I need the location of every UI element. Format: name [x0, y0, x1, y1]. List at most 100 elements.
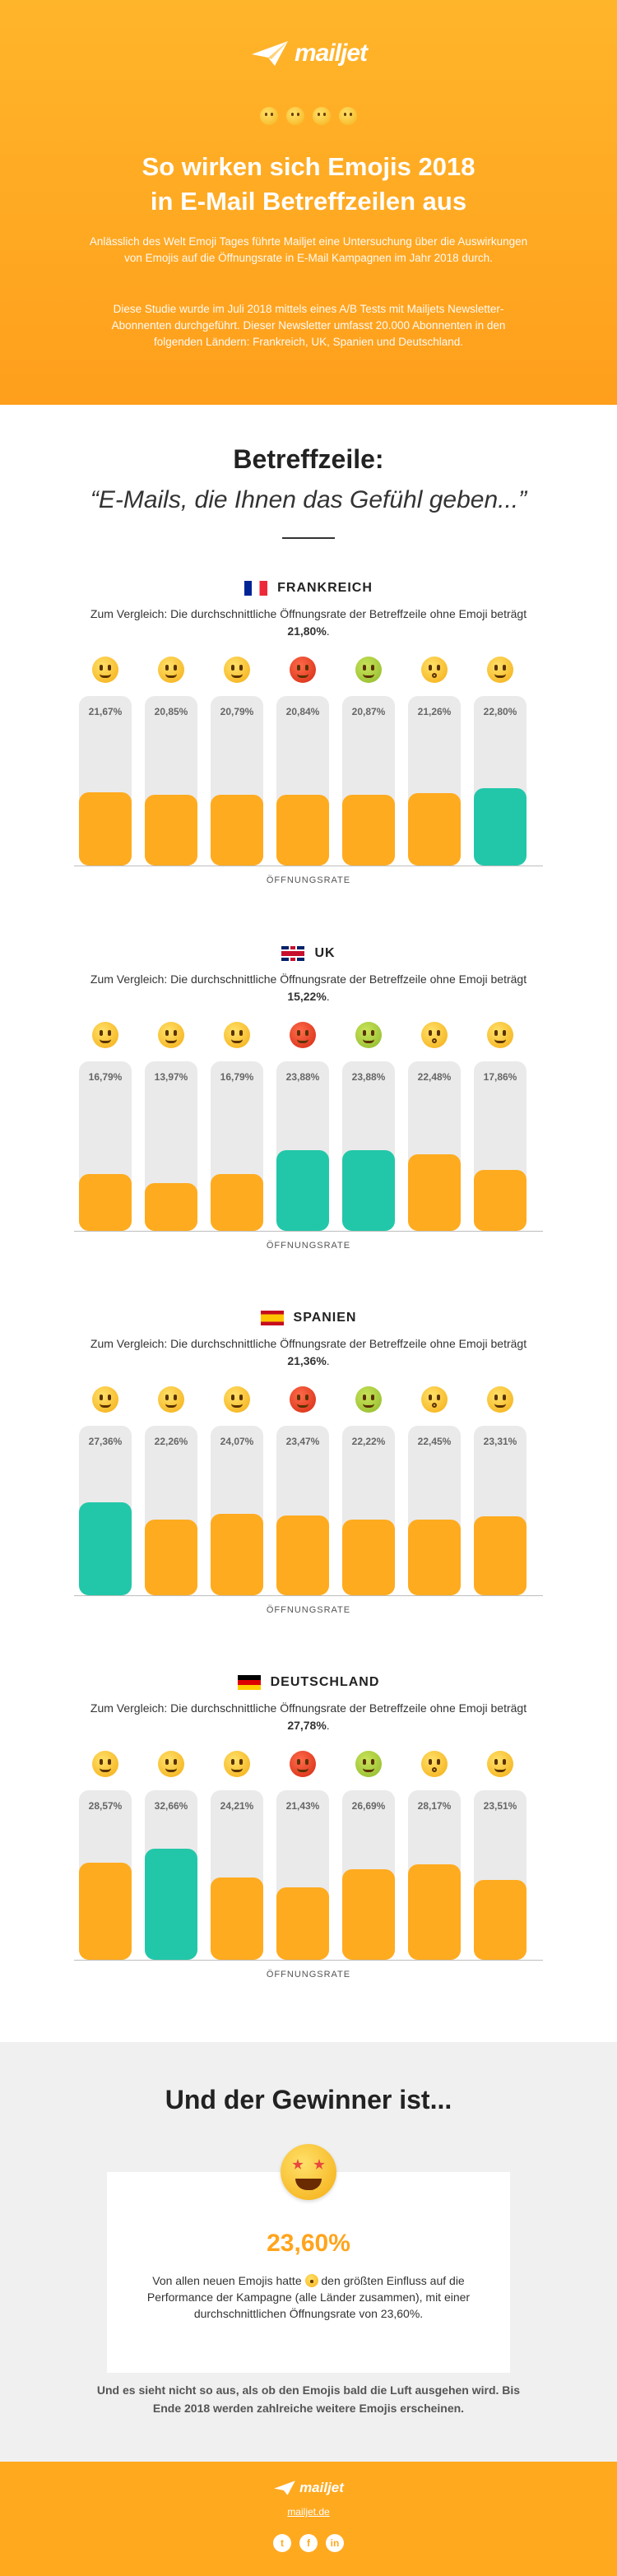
- bar-value-label: 27,36%: [88, 1436, 123, 1447]
- bar-value-label: 16,79%: [220, 1071, 254, 1083]
- monocle-face-icon: [487, 1751, 513, 1777]
- comparison-text: Zum Vergleich: Die durchschnittliche Öff…: [90, 607, 527, 638]
- flag-icon: [260, 1311, 284, 1325]
- mailjet-logo[interactable]: mailjet: [0, 39, 617, 67]
- bar-fill: [145, 1183, 197, 1231]
- bar-fill: [79, 792, 132, 866]
- shushing-face-icon: [421, 1022, 448, 1048]
- bar-fill: [276, 795, 329, 866]
- cursing-face-icon: [290, 1751, 316, 1777]
- winner-section: Und der Gewinner ist... 23,60% Von allen…: [0, 2042, 617, 2462]
- bar-value-label: 22,45%: [417, 1436, 452, 1447]
- footer-logo-text: mailjet: [299, 2480, 344, 2495]
- vomiting-face-icon: [355, 1751, 382, 1777]
- bar-value-label: 16,79%: [88, 1071, 123, 1083]
- shushing-face-icon: [421, 657, 448, 683]
- divider: [282, 537, 335, 539]
- country-header: DEUTSCHLAND: [0, 1675, 617, 1690]
- comparison-text: Zum Vergleich: Die durchschnittliche Öff…: [90, 1337, 527, 1367]
- axis-line: [74, 1595, 543, 1596]
- winner-text: Von allen neuen Emojis hatte den größten…: [144, 2272, 473, 2322]
- bar-value-label: 20,79%: [220, 706, 254, 717]
- cursing-face-icon: [290, 657, 316, 683]
- winner-text-after: den größten Einfluss auf die Performance…: [146, 2274, 471, 2320]
- bar-track: 21,67%: [79, 696, 132, 866]
- bar-track: 20,84%: [276, 696, 329, 866]
- star-struck-face-icon: [304, 2274, 318, 2287]
- bar-fill: [342, 795, 395, 866]
- monocle-face-icon: [487, 657, 513, 683]
- country-name: UK: [314, 946, 336, 960]
- flag-icon: [237, 1675, 261, 1690]
- bar-fill: [276, 1887, 329, 1960]
- monocle-face-icon: [487, 1022, 513, 1048]
- bar-fill: [79, 1174, 132, 1231]
- country-header: FRANKREICH: [0, 581, 617, 596]
- bar-track: 17,86%: [474, 1061, 527, 1231]
- star-struck-face-icon: [92, 1022, 118, 1048]
- country-name: SPANIEN: [293, 1311, 357, 1325]
- bar-track: 32,66%: [145, 1790, 197, 1960]
- title-line-2: in E-Mail Betreffzeilen aus: [150, 187, 467, 216]
- bar-value-label: 22,22%: [351, 1436, 386, 1447]
- bar-value-label: 20,84%: [285, 706, 320, 717]
- winner-heading: Und der Gewinner ist...: [165, 2085, 452, 2114]
- bar-track: 28,57%: [79, 1790, 132, 1960]
- bar-fill: [145, 795, 197, 866]
- axis-line: [74, 1960, 543, 1961]
- study-text: Diese Studie wurde im Juli 2018 mittels …: [111, 303, 506, 348]
- raised-eyebrow-face-icon: [158, 1386, 184, 1413]
- exploding-head-face-icon: [224, 1022, 250, 1048]
- bar-track: 22,22%: [342, 1426, 395, 1595]
- bar-fill: [342, 1869, 395, 1960]
- bar-fill: [211, 1877, 263, 1960]
- bar-track: 24,21%: [211, 1790, 263, 1960]
- twitter-icon[interactable]: t: [273, 2534, 291, 2552]
- raised-eyebrow-face-icon: [158, 1022, 184, 1048]
- bar-value-label: 22,80%: [483, 706, 517, 717]
- footer-logo[interactable]: mailjet: [0, 2480, 617, 2496]
- bar-fill: [276, 1150, 329, 1231]
- facebook-icon[interactable]: f: [299, 2534, 318, 2552]
- bar-fill: [408, 1154, 461, 1231]
- star-struck-face-icon: [260, 107, 278, 125]
- axis-label: ÖFFNUNGSRATE: [266, 1605, 351, 1615]
- country-name: FRANKREICH: [277, 581, 373, 595]
- comparison-text: Zum Vergleich: Die durchschnittliche Öff…: [90, 972, 527, 1003]
- shushing-face-icon: [421, 1751, 448, 1777]
- bar-fill: [408, 1864, 461, 1960]
- country-header: SPANIEN: [0, 1311, 617, 1325]
- linkedin-icon[interactable]: in: [326, 2534, 344, 2552]
- bar-track: 26,69%: [342, 1790, 395, 1960]
- bar-fill: [474, 1516, 527, 1595]
- bar-fill: [474, 1170, 527, 1231]
- bar-track: 22,26%: [145, 1426, 197, 1595]
- subject-quote: “E-Mails, die Ihnen das Gefühl geben...”: [90, 486, 527, 513]
- bar-track: 20,87%: [342, 696, 395, 866]
- raised-eyebrow-face-icon: [286, 107, 304, 125]
- winner-text-before: Von allen neuen Emojis hatte: [152, 2274, 305, 2287]
- axis-label: ÖFFNUNGSRATE: [266, 875, 351, 885]
- star-struck-face-icon: [92, 657, 118, 683]
- country-section: DEUTSCHLAND Zum Vergleich: Die durchschni…: [0, 1675, 617, 1980]
- monocle-face-icon: [487, 1386, 513, 1413]
- bar-value-label: 21,67%: [88, 706, 123, 717]
- footer: mailjet mailjet.de t f in: [0, 2462, 617, 2576]
- bar-value-label: 20,85%: [154, 706, 188, 717]
- flag-icon: [281, 946, 305, 961]
- vomiting-face-icon: [355, 657, 382, 683]
- bar-fill: [211, 1174, 263, 1231]
- bar-track: 13,97%: [145, 1061, 197, 1231]
- bar-fill: [408, 1520, 461, 1595]
- bar-value-label: 21,26%: [417, 706, 452, 717]
- bar-track: 24,07%: [211, 1426, 263, 1595]
- bar-value-label: 23,51%: [483, 1800, 517, 1812]
- vomiting-face-icon: [355, 1386, 382, 1413]
- footer-link[interactable]: mailjet.de: [287, 2506, 330, 2518]
- bar-track: 22,80%: [474, 696, 527, 866]
- bar-fill: [342, 1520, 395, 1595]
- cursing-face-icon: [290, 1386, 316, 1413]
- comparison-prefix: Zum Vergleich: Die durchschnittliche Öff…: [90, 972, 527, 986]
- subject-section: Betreffzeile: “E-Mails, die Ihnen das Ge…: [0, 444, 617, 539]
